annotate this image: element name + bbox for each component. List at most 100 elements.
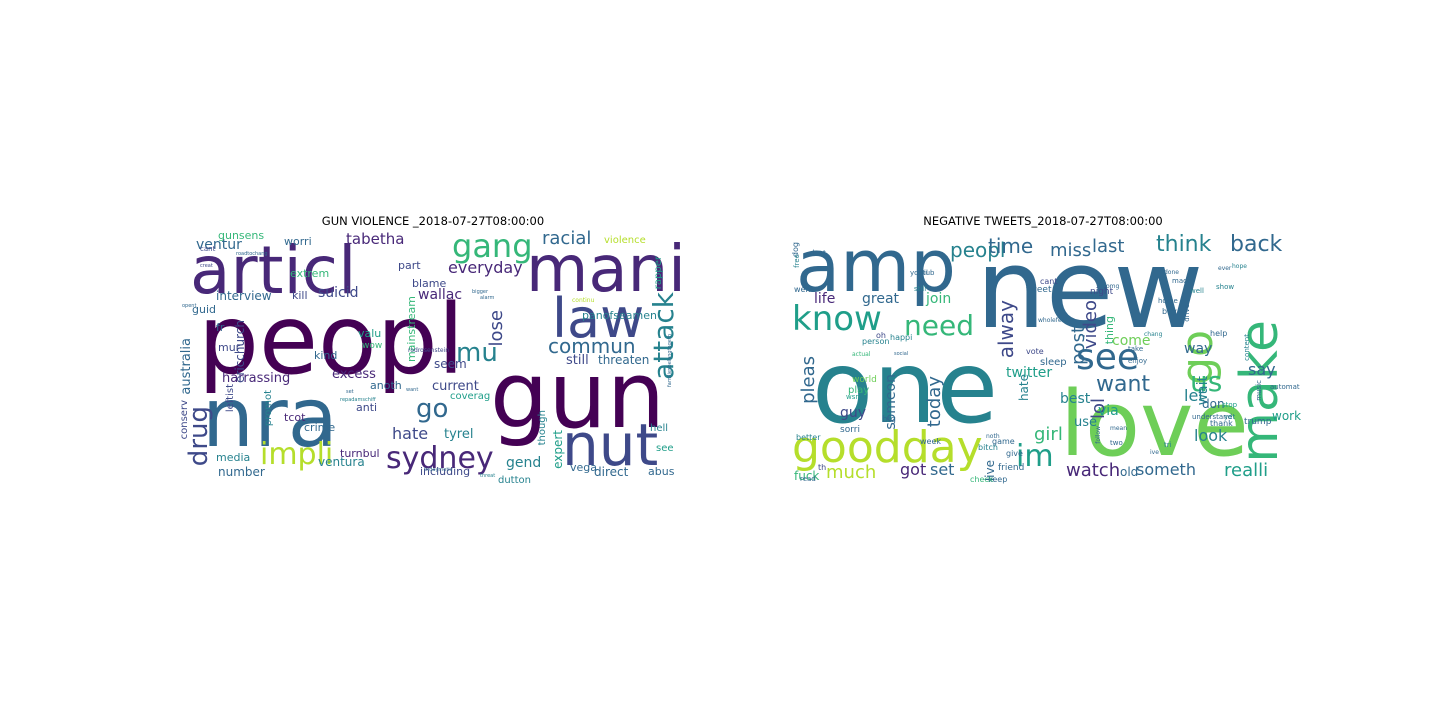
negative-tweets-word-love: love (1060, 372, 1249, 477)
gun-violence-word-extrem: extrem (290, 267, 330, 280)
negative-tweets-word-friend: friend (998, 463, 1025, 473)
negative-tweets-word-watch: watch (1066, 460, 1121, 481)
gun-violence-word-kind: kind (314, 349, 338, 362)
gun-violence-word-mur: mur (218, 341, 241, 354)
negative-tweets-word-help: help (1210, 329, 1228, 338)
negative-tweets-word-two: two (1110, 439, 1123, 447)
gun-violence-word-coverag: coverag (450, 391, 491, 402)
negative-tweets-word-use: use (1074, 415, 1098, 430)
gun-violence-word-ventur: ventur (196, 237, 242, 253)
negative-tweets-word-back: back (1230, 232, 1283, 257)
negative-tweets-word-amp: amp (796, 230, 956, 308)
negative-tweets-word-ever: ever (1218, 265, 1232, 272)
negative-tweets-word-pleas: pleas (798, 356, 819, 404)
negative-tweets-word-take: take (1128, 345, 1144, 353)
negative-tweets-word-say: say (1248, 360, 1276, 379)
negative-tweets-word-night: night (1090, 287, 1114, 297)
negative-tweets-word-automat: automat (1270, 383, 1300, 391)
gun-violence-word-number: number (218, 465, 265, 479)
gun-violence-word-gend: gend (506, 455, 542, 471)
negative-tweets-word-old: old (1120, 465, 1139, 479)
gun-violence-word-valu: valu (358, 327, 382, 340)
negative-tweets-word-bitch: bitch (978, 443, 998, 452)
gun-violence-word-everyday: everyday (448, 258, 523, 277)
gun-violence-word-continu: continu (572, 297, 595, 304)
gun-violence-word-turnbul: turnbul (340, 447, 380, 460)
gun-violence-word-impli: impli (260, 437, 334, 472)
negative-tweets-word-show: show (1216, 283, 1235, 291)
negative-tweets-word-last: last (1092, 236, 1125, 257)
gun-violence-word-rapper: rapper (653, 256, 664, 290)
gun-violence-word-guid: guid (192, 303, 216, 316)
negative-tweets-word-th: th (818, 463, 827, 472)
negative-tweets-word-best: best (1060, 391, 1091, 407)
negative-tweets-word-way: way (1184, 341, 1213, 357)
negative-tweets-word-twitter: twitter (1006, 365, 1053, 381)
negative-tweets-word-come: come (1112, 333, 1151, 349)
negative-tweets-word-give: give (1006, 449, 1023, 458)
negative-tweets-word-great: great (862, 291, 900, 307)
gun-violence-word-worri: worri (284, 235, 312, 248)
gun-violence-word-abus: abus (648, 465, 675, 478)
gun-violence-word-cant: cant (200, 245, 216, 253)
gun-violence-word-conserv: conserv (180, 400, 190, 440)
negative-tweets-word-mean: mean (1110, 425, 1128, 432)
gun-violence-word-racial: racial (542, 230, 592, 249)
negative-tweets-word-person: person (862, 337, 890, 346)
negative-tweets-word-noth: noth (986, 433, 1000, 440)
negative-tweets-word-understand: understand (1192, 413, 1233, 421)
gun-violence-word-sydney: sydney (386, 441, 494, 476)
negative-tweets-word-world: world (852, 375, 877, 385)
gun-violence-word-wow: wow (362, 341, 383, 351)
negative-tweets-word-free: free (793, 254, 801, 268)
gun-violence-word-familiesbelongtogeth: familiesbelongtogeth (667, 334, 673, 387)
gun-violence-word-mu: mu (456, 338, 498, 368)
gun-violence-word-cloud: peopl articl mani nra gun law nut attack gang syd… (180, 230, 700, 485)
negative-tweets-word-music: music (1255, 380, 1263, 401)
gun-violence-word-threaten: threaten (598, 353, 650, 367)
negative-tweets-word-enjoy: enjoy (1128, 357, 1148, 365)
gun-violence-word-creat: creat (200, 263, 213, 269)
negative-tweets-word-new: new (976, 230, 1204, 353)
negative-tweets-word-us: us (1190, 365, 1223, 398)
gun-violence-word-articl: articl (190, 232, 357, 309)
gun-violence-word-dutton: dutton (498, 475, 531, 486)
gun-violence-word-leftist: leftist (225, 384, 236, 413)
gun-violence-word-part: part (398, 259, 421, 272)
negative-tweets-word-youtub: youtub (910, 269, 935, 277)
gun-violence-word-seem: seem (434, 357, 467, 371)
gun-violence-word-threat: threat (480, 473, 496, 479)
negative-tweets-word-happi: happi (890, 333, 913, 342)
gun-violence-word-set: set (346, 389, 354, 395)
negative-tweets-word-content: content (1243, 334, 1251, 361)
gun-violence-word-crime: crime (304, 421, 336, 434)
gun-violence-word-suicid: suicid (318, 285, 359, 301)
negative-tweets-word-via: via (1098, 403, 1119, 419)
negative-tweets-word-goodday: goodday (792, 422, 983, 473)
gun-violence-word-gunsens: gunsens (218, 230, 265, 242)
negative-tweets-word-week: week (920, 437, 942, 446)
gun-violence-word-expert: expert (551, 430, 565, 469)
negative-tweets-word-girl: girl (1034, 424, 1063, 445)
gun-violence-word-panofseamen: panofseamen (582, 309, 657, 322)
negative-tweets-word-drive: drive (1183, 304, 1191, 322)
negative-tweets-word-wsn: wsn (846, 393, 860, 401)
gun-violence-word-vega: vega (570, 461, 598, 474)
negative-tweets-word-still: still (914, 285, 927, 293)
gun-violence-word-gang: gang (452, 230, 533, 265)
negative-tweets-word-game: game (992, 437, 1015, 446)
negative-tweets-word-stop: stop (1222, 401, 1238, 409)
negative-tweets-word-someth: someth (1136, 460, 1196, 479)
negative-tweets-word-big: big (882, 415, 896, 425)
negative-tweets-word-look: look (1194, 426, 1228, 445)
negative-tweets-word-think: think (1156, 232, 1212, 257)
negative-tweets-word-went: went (794, 285, 814, 294)
gun-violence-word-hate: hate (392, 424, 429, 443)
gun-violence-word-tyrel: tyrel (444, 427, 474, 442)
negative-tweets-word-guy: guy (840, 405, 867, 421)
negative-tweets-word-follow: follow (1095, 426, 1102, 444)
negative-tweets-word-miss: miss (1050, 240, 1092, 261)
negative-tweets-word-il: il (924, 269, 928, 277)
negative-tweets-word-social: social (894, 351, 909, 357)
gun-violence-word-kill: kill (292, 289, 308, 302)
